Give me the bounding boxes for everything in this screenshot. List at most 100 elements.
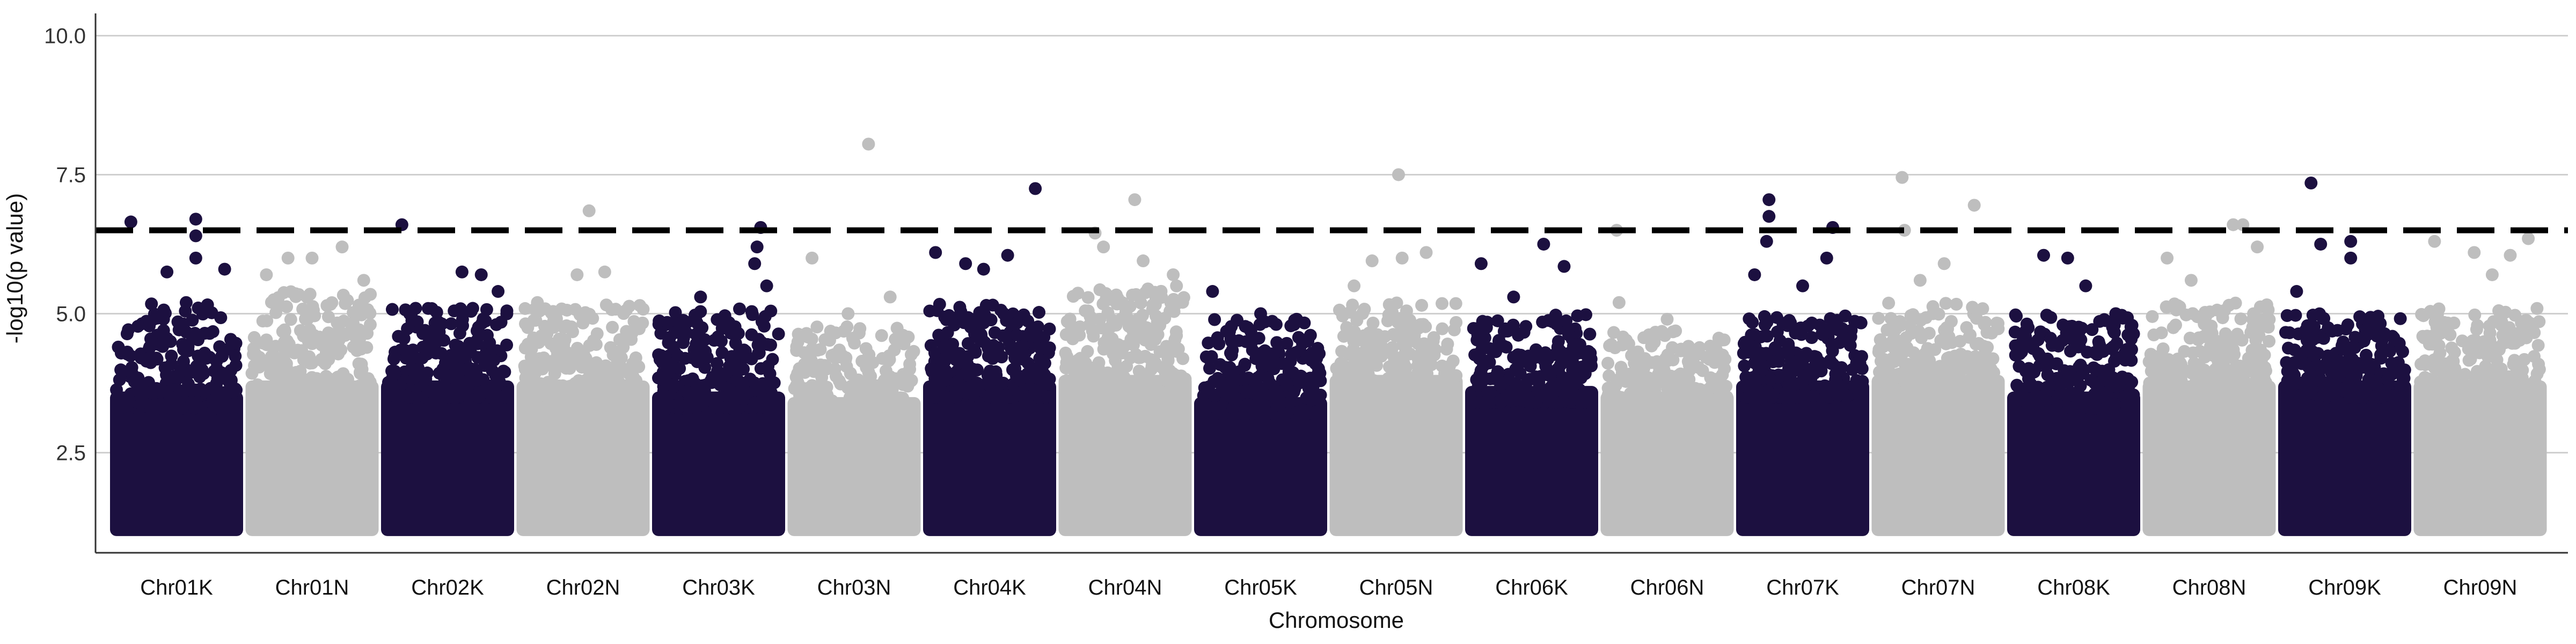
x-tick-label: Chr04N	[1088, 576, 1162, 599]
data-point	[145, 297, 158, 311]
data-point	[498, 365, 511, 379]
data-point	[1394, 370, 1408, 384]
outlier-point	[582, 204, 596, 217]
data-point	[793, 362, 806, 375]
data-point	[110, 383, 123, 397]
outlier-point	[335, 240, 349, 254]
data-point	[1660, 398, 1674, 412]
outlier-point	[1557, 260, 1571, 273]
data-point	[853, 322, 867, 335]
x-tick-label: Chr03K	[682, 576, 755, 599]
data-point	[1763, 372, 1777, 386]
data-point	[113, 399, 127, 412]
data-point	[136, 377, 149, 391]
data-point	[1944, 314, 1958, 328]
data-point	[428, 316, 442, 330]
data-point	[1483, 396, 1496, 409]
data-point	[1519, 320, 1533, 333]
data-point	[1686, 383, 1699, 397]
data-point	[448, 304, 461, 318]
data-point	[1408, 328, 1421, 342]
data-point	[2458, 368, 2472, 381]
outlier-point	[1474, 257, 1488, 270]
data-point	[2230, 327, 2244, 341]
outlier-point	[2344, 251, 2358, 265]
data-point	[2009, 398, 2022, 411]
outlier-point	[862, 137, 875, 151]
outlier-point	[474, 268, 488, 281]
data-point	[540, 327, 554, 340]
data-point	[261, 390, 275, 403]
data-point	[1579, 358, 1593, 372]
data-point	[672, 398, 685, 411]
x-tick-label: Chr01N	[275, 576, 349, 599]
data-point	[385, 303, 399, 316]
data-point	[999, 389, 1013, 402]
data-point	[2247, 307, 2260, 320]
data-point	[251, 378, 264, 392]
y-axis-title: -log10(p value)	[2, 193, 27, 343]
data-point	[1970, 360, 1983, 374]
data-point	[686, 386, 699, 399]
data-point	[682, 374, 695, 387]
data-point	[1674, 342, 1688, 356]
data-point	[2072, 326, 2085, 339]
data-point	[131, 320, 145, 333]
data-point	[968, 343, 981, 356]
outlier-point	[1206, 285, 1219, 298]
data-point	[2509, 327, 2523, 340]
data-point	[1438, 367, 1452, 380]
outlier-point	[2504, 248, 2517, 262]
data-point	[1708, 397, 1721, 410]
data-point	[1494, 379, 1507, 392]
data-point	[2026, 342, 2040, 355]
data-point	[1720, 390, 1733, 404]
data-point	[1491, 314, 1504, 327]
data-point	[274, 390, 287, 404]
outlier-point	[1913, 274, 1927, 287]
outlier-point	[1896, 171, 1909, 184]
data-point	[336, 289, 350, 302]
data-point	[1651, 376, 1664, 390]
data-point	[2146, 310, 2159, 323]
data-point	[694, 305, 707, 318]
data-point	[1218, 361, 1232, 374]
data-point	[1066, 379, 1079, 393]
data-point	[396, 389, 409, 402]
dense-points-band	[1329, 375, 1463, 536]
outlier-point	[806, 251, 819, 265]
data-point	[322, 326, 335, 340]
data-point	[1816, 328, 1829, 341]
x-tick-label: Chr05K	[1224, 576, 1297, 599]
chromosome-group-chr02n	[516, 204, 650, 536]
data-point	[2020, 317, 2033, 331]
data-point	[1014, 386, 1028, 399]
data-point	[569, 303, 582, 316]
data-point	[1669, 324, 1682, 338]
data-point	[1662, 354, 1675, 367]
data-point	[2219, 327, 2232, 340]
data-point	[2353, 310, 2367, 324]
data-point	[1549, 309, 1562, 322]
data-point	[1081, 345, 1094, 358]
data-point	[1230, 373, 1243, 386]
data-point	[2372, 310, 2385, 323]
dense-points-band	[1736, 380, 1869, 536]
data-point	[1029, 362, 1042, 375]
data-point	[1165, 382, 1178, 396]
data-point	[636, 316, 649, 330]
data-point	[1799, 347, 1813, 360]
data-point	[331, 345, 345, 358]
data-point	[888, 343, 901, 357]
data-point	[2443, 328, 2457, 341]
data-point	[961, 357, 974, 371]
outlier-point	[189, 213, 202, 226]
data-point	[2441, 316, 2454, 330]
data-point	[2321, 349, 2334, 363]
x-tick-label: Chr03N	[817, 576, 891, 599]
data-point	[758, 310, 772, 323]
data-point	[2075, 394, 2088, 407]
data-point	[1283, 396, 1297, 409]
outlier-point	[570, 268, 584, 281]
data-point	[1936, 369, 1950, 382]
